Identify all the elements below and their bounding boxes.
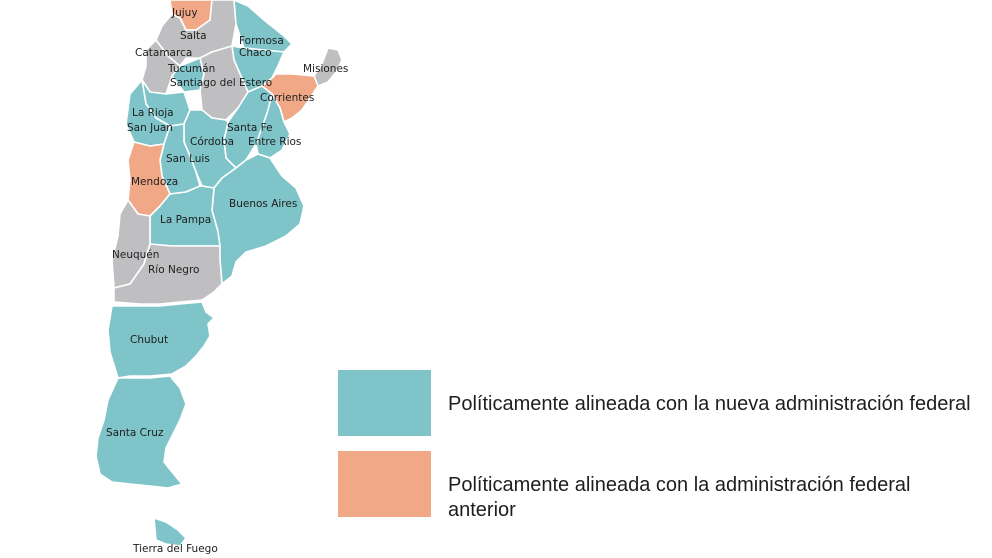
label-neuquen: Neuquén — [112, 249, 159, 261]
province-tierra-del-fuego — [153, 517, 187, 547]
label-misiones: Misiones — [303, 63, 348, 75]
label-jujuy: Jujuy — [171, 7, 198, 19]
label-rio-negro: Río Negro — [148, 264, 199, 276]
legend-item-aligned-new: Políticamente alineada con la nueva admi… — [338, 370, 978, 440]
label-cordoba: Córdoba — [190, 136, 234, 148]
label-chaco: Chaco — [239, 47, 272, 59]
legend-swatch-aligned-previous — [338, 451, 431, 517]
legend-swatch-aligned-new — [338, 370, 431, 436]
label-tucuman: Tucumán — [167, 63, 215, 75]
label-santa-fe: Santa Fe — [227, 122, 273, 134]
label-mendoza: Mendoza — [131, 176, 178, 188]
legend-label-aligned-new: Políticamente alineada con la nueva admi… — [448, 393, 971, 415]
label-catamarca: Catamarca — [135, 47, 192, 59]
label-san-luis: San Luis — [166, 153, 210, 165]
legend-item-aligned-previous: Políticamente alineada con la administra… — [338, 451, 978, 521]
label-santiago: Santiago del Estero — [170, 77, 272, 89]
province-entre-rios — [255, 93, 291, 159]
label-san-juan: San Juan — [127, 122, 173, 134]
label-la-pampa: La Pampa — [160, 214, 211, 226]
legend-label-aligned-previous: Políticamente alineada con la administra… — [448, 474, 911, 521]
province-santa-cruz — [95, 375, 187, 489]
label-chubut: Chubut — [130, 334, 168, 346]
province-rio-negro — [113, 243, 223, 305]
label-buenos-aires: Buenos Aires — [229, 198, 297, 210]
label-la-rioja: La Rioja — [132, 107, 174, 119]
label-formosa: Formosa — [239, 35, 284, 47]
label-tierra-del-fuego: Tierra del Fuego — [132, 543, 218, 555]
label-corrientes: Corrientes — [260, 92, 314, 104]
province-misiones — [313, 47, 343, 87]
label-entre-rios: Entre Rios — [248, 136, 301, 148]
label-santa-cruz: Santa Cruz — [106, 427, 164, 439]
province-formosa — [233, 0, 293, 53]
label-salta: Salta — [180, 30, 207, 42]
